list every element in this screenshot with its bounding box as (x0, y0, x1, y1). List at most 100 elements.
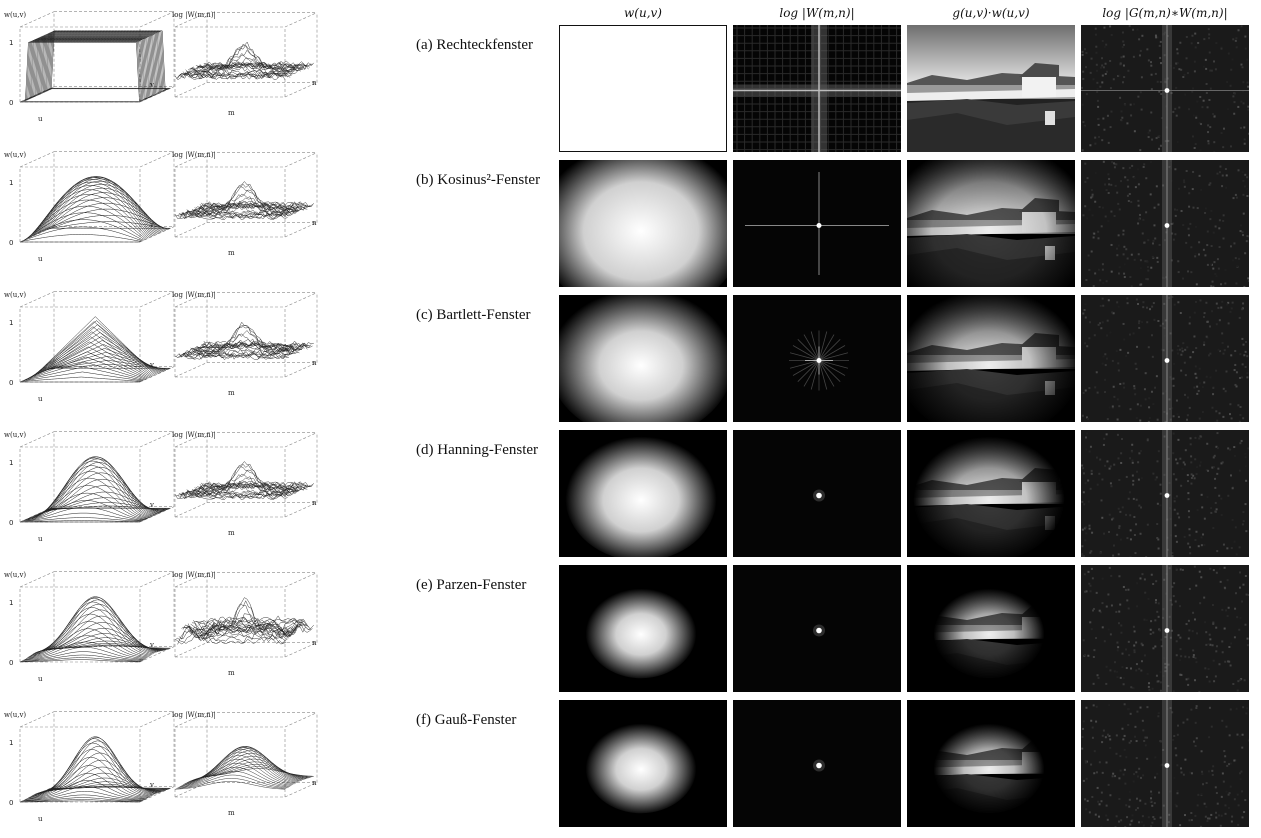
surface-plot-svg-f: w(u,v) 1 0 u v log |W(m,n)| m n (4, 711, 318, 823)
tick-zero: 0 (9, 519, 13, 527)
u-axis-label: u (38, 675, 43, 683)
row-label-b: (b) Kosinus²-Fenster (416, 172, 541, 188)
u-axis-label: u (38, 535, 43, 543)
tick-zero: 0 (9, 99, 13, 107)
window-spectrum-image-b (733, 160, 901, 287)
v-axis-label: v (149, 501, 154, 509)
column-header-window: w(u,v) (624, 6, 662, 20)
spectrum-axis-label: log |W(m,n)| (172, 291, 216, 299)
windowed-spectrum-image-e (1081, 565, 1249, 692)
surface-plot-pair-e: w(u,v) 1 0 u v log |W(m,n)| m n (0, 565, 330, 695)
tick-one: 1 (9, 739, 13, 747)
m-axis-label: m (228, 109, 235, 117)
surface-plot-svg-d: w(u,v) 1 0 u v log |W(m,n)| m n (4, 431, 318, 543)
window-spectrum-image-d (733, 430, 901, 557)
windowed-spectrum-image-f (1081, 700, 1249, 827)
window-glow (585, 721, 697, 814)
spectrum-axis-label: log |W(m,n)| (172, 571, 216, 579)
w-axis-label: w(u,v) (4, 151, 26, 159)
row-label-f: (f) Gauß-Fenster (416, 712, 517, 728)
windowed-image-e (907, 565, 1075, 692)
tick-zero: 0 (9, 239, 13, 247)
w-axis-label: w(u,v) (4, 291, 26, 299)
tick-one: 1 (9, 459, 13, 467)
surface-plot-pair-a: w(u,v) 1 0 u v log |W(m,n)| m n (0, 5, 330, 135)
m-axis-label: m (228, 529, 235, 537)
window-glow (559, 160, 727, 287)
windowed-image-f (907, 700, 1075, 827)
tick-one: 1 (9, 179, 13, 187)
window-image-d (559, 430, 727, 557)
v-axis-label: v (149, 641, 154, 649)
u-axis-label: u (38, 115, 43, 123)
u-axis-label: u (38, 395, 43, 403)
w-axis-label: w(u,v) (4, 571, 26, 579)
window-glow (559, 295, 727, 422)
surface-plot-svg-a: w(u,v) 1 0 u v log |W(m,n)| m n (4, 11, 318, 123)
u-axis-label: u (38, 815, 43, 823)
surface-plot-svg-e: w(u,v) 1 0 u v log |W(m,n)| m n (4, 571, 318, 683)
spectrum-axis-label: log |W(m,n)| (172, 151, 216, 159)
spectrum-axis-label: log |W(m,n)| (172, 431, 216, 439)
surface-plot-pair-c: w(u,v) 1 0 u v log |W(m,n)| m n (0, 285, 330, 415)
spectrum-axis-label: log |W(m,n)| (172, 11, 216, 19)
window-image-e (559, 565, 727, 692)
v-axis-label: v (149, 81, 154, 89)
windowed-image-c (907, 295, 1075, 422)
n-axis-label: n (312, 219, 317, 227)
tick-zero: 0 (9, 799, 13, 807)
w-axis-label: w(u,v) (4, 431, 26, 439)
windowed-spectrum-image-b (1081, 160, 1249, 287)
m-axis-label: m (228, 249, 235, 257)
windowed-image-a (907, 25, 1075, 152)
tick-one: 1 (9, 599, 13, 607)
windowed-spectrum-image-c (1081, 295, 1249, 422)
n-axis-label: n (312, 639, 317, 647)
v-axis-label: v (149, 361, 154, 369)
n-axis-label: n (312, 779, 317, 787)
m-axis-label: m (228, 809, 235, 817)
tick-zero: 0 (9, 379, 13, 387)
row-label-a: (a) Rechteckfenster (416, 37, 534, 53)
window-spectrum-image-c (733, 295, 901, 422)
u-axis-label: u (38, 255, 43, 263)
window-glow (565, 434, 717, 557)
row-label-e: (e) Parzen-Fenster (416, 577, 527, 593)
w-axis-label: w(u,v) (4, 11, 26, 19)
windowed-spectrum-image-a (1081, 25, 1249, 152)
n-axis-label: n (312, 359, 317, 367)
window-image-a (559, 25, 727, 152)
spectrum-axis-label: log |W(m,n)| (172, 711, 216, 719)
tick-one: 1 (9, 39, 13, 47)
window-spectrum-image-f (733, 700, 901, 827)
w-axis-label: w(u,v) (4, 711, 26, 719)
surface-plot-svg-c: w(u,v) 1 0 u v log |W(m,n)| m n (4, 291, 318, 403)
v-axis-label: v (149, 221, 154, 229)
n-axis-label: n (312, 499, 317, 507)
column-header-windowed-spectrum: log |G(m,n)∗W(m,n)| (1102, 6, 1228, 20)
window-glow (585, 586, 697, 679)
v-axis-label: v (149, 781, 154, 789)
surface-plot-pair-f: w(u,v) 1 0 u v log |W(m,n)| m n (0, 705, 330, 835)
surface-plot-svg-b: w(u,v) 1 0 u v log |W(m,n)| m n (4, 151, 318, 263)
window-spectrum-image-e (733, 565, 901, 692)
windowed-image-b (907, 160, 1075, 287)
n-axis-label: n (312, 79, 317, 87)
m-axis-label: m (228, 389, 235, 397)
window-image-f (559, 700, 727, 827)
tick-one: 1 (9, 319, 13, 327)
row-label-d: (d) Hanning-Fenster (416, 442, 539, 458)
window-image-b (559, 160, 727, 287)
m-axis-label: m (228, 669, 235, 677)
surface-plot-pair-b: w(u,v) 1 0 u v log |W(m,n)| m n (0, 145, 330, 275)
tick-zero: 0 (9, 659, 13, 667)
column-header-window-spectrum: log |W(m,n)| (779, 6, 855, 20)
column-header-windowed-image: g(u,v)·w(u,v) (952, 6, 1030, 20)
windowed-image-d (907, 430, 1075, 557)
window-image-c (559, 295, 727, 422)
windowed-spectrum-image-d (1081, 430, 1249, 557)
window-spectrum-image-a (733, 25, 901, 152)
row-label-c: (c) Bartlett-Fenster (416, 307, 531, 323)
surface-plot-pair-d: w(u,v) 1 0 u v log |W(m,n)| m n (0, 425, 330, 555)
